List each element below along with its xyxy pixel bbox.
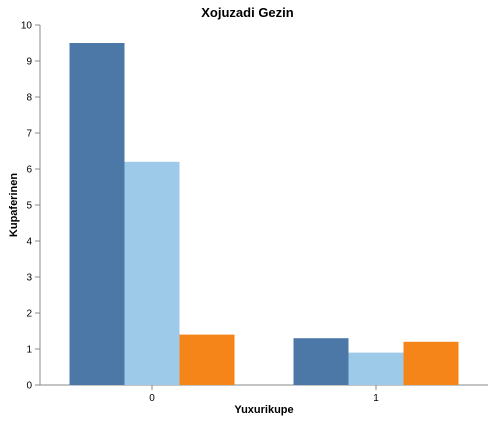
- bar-series-3-category-0: [179, 334, 235, 385]
- bar-series-1-category-1: [293, 338, 349, 385]
- y-tick-label: 10: [21, 21, 33, 32]
- bars-group: [69, 43, 459, 385]
- y-tick-label: 4: [26, 237, 32, 248]
- y-tick-label: 8: [26, 93, 32, 104]
- x-tick-label: 1: [373, 393, 379, 404]
- x-tick-label: 0: [149, 393, 155, 404]
- bar-series-2-category-0: [124, 161, 180, 385]
- bar-series-2-category-1: [348, 352, 404, 385]
- y-tick-label: 1: [26, 345, 32, 356]
- y-tick-label: 6: [26, 165, 32, 176]
- y-tick-label: 5: [26, 201, 32, 212]
- y-axis: 0 1 2 3 4 5 6 7 8 9 10: [21, 21, 41, 392]
- y-tick-label: 0: [26, 381, 32, 392]
- bar-series-1-category-0: [69, 43, 125, 385]
- y-tick-label: 2: [26, 309, 32, 320]
- y-axis-title: Kupaferinen: [8, 173, 20, 237]
- bar-series-3-category-1: [403, 341, 459, 385]
- chart-title: Xojuzadi Gezin: [201, 5, 294, 20]
- y-tick-label: 7: [26, 129, 32, 140]
- x-axis-title: Yuxurikupe: [234, 404, 293, 416]
- y-tick-label: 3: [26, 273, 32, 284]
- y-tick-label: 9: [26, 57, 32, 68]
